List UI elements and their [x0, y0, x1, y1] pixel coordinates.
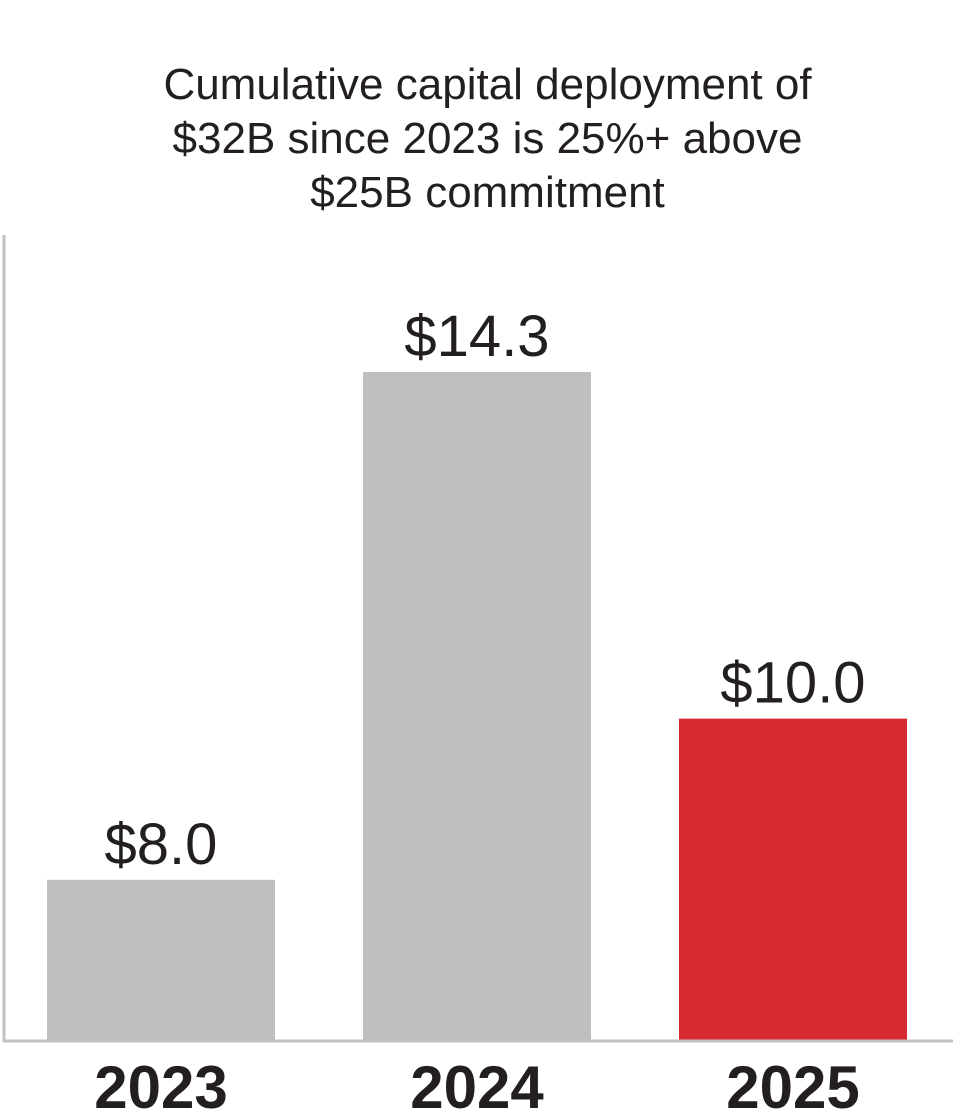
- x-tick-label-2023: 2023: [94, 1054, 227, 1113]
- bar-2024: [363, 372, 591, 1041]
- data-label-2025: $10.0: [720, 651, 865, 716]
- chart-title-line-3: $25B commitment: [310, 168, 665, 217]
- x-tick-label-2024: 2024: [410, 1054, 544, 1113]
- bar-2025: [679, 718, 907, 1041]
- x-tick-label-2025: 2025: [726, 1054, 859, 1113]
- chart-title: Cumulative capital deployment of $32B si…: [0, 58, 975, 220]
- data-label-2024: $14.3: [404, 304, 549, 369]
- data-label-2023: $8.0: [105, 812, 218, 877]
- chart-title-line-2: $32B since 2023 is 25%+ above: [172, 114, 803, 163]
- bar-2023: [47, 879, 275, 1041]
- chart-title-line-1: Cumulative capital deployment of: [163, 60, 812, 109]
